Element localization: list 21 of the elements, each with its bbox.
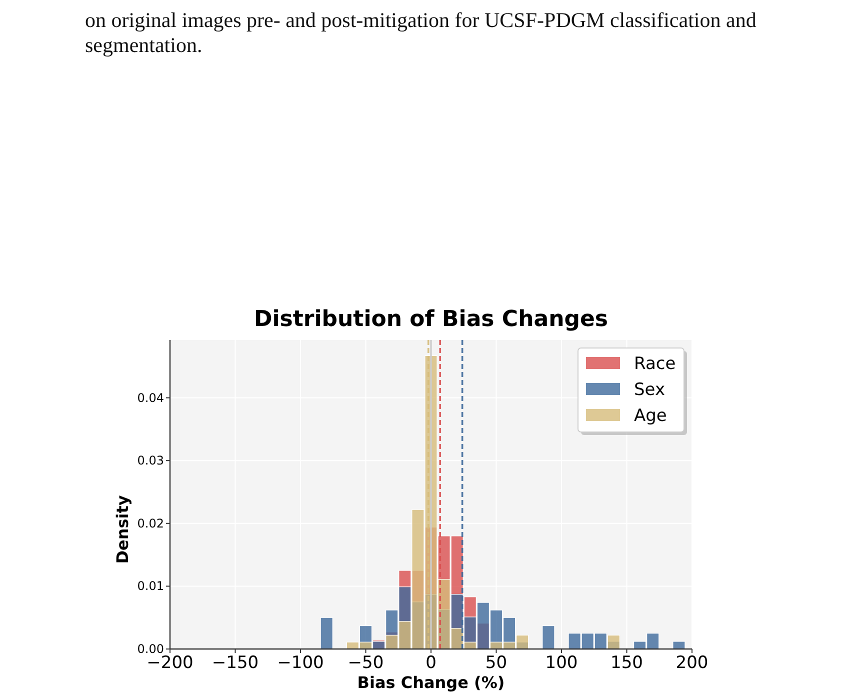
x-tick-label: −50 <box>348 653 384 673</box>
legend-label: Race <box>634 354 676 374</box>
x-tick-label: 0 <box>426 653 436 673</box>
x-tick-label: 100 <box>545 653 578 673</box>
text: on original images pre- and post-mitigation for UCSF-PDGM classification and segmentation. <box>85 7 758 58</box>
x-axis-title: Bias Change (%) <box>357 673 505 692</box>
x-tick-label: 200 <box>676 653 708 673</box>
y-tick-label: 0.01 <box>137 579 164 594</box>
x-tick-label: 150 <box>610 653 643 673</box>
y-tick-label: 0.00 <box>137 642 164 656</box>
chart-title: Distribution of Bias Changes <box>254 307 608 332</box>
x-tick-label: −200 <box>146 653 194 673</box>
legend-label: Age <box>634 406 667 426</box>
y-tick-label: 0.03 <box>137 454 164 468</box>
x-tick-label: −150 <box>212 653 259 673</box>
y-axis-title: Density <box>113 494 132 564</box>
y-tick-label: 0.02 <box>137 516 164 530</box>
y-tick-label: 0.04 <box>137 390 164 405</box>
x-tick-label: 50 <box>485 653 508 673</box>
legend-label: Sex <box>634 380 666 400</box>
x-tick-label: −100 <box>277 653 324 673</box>
